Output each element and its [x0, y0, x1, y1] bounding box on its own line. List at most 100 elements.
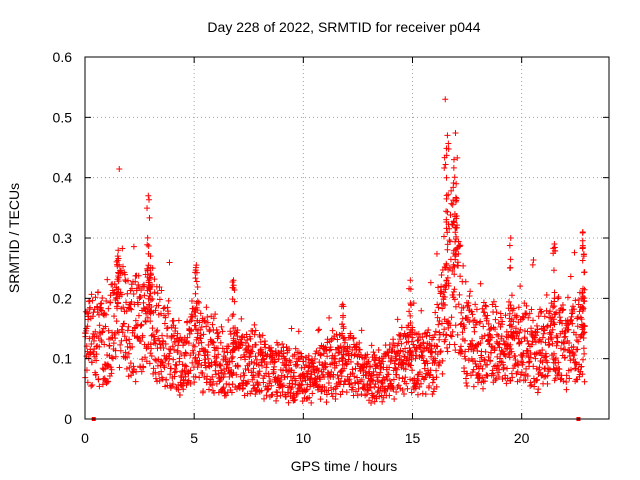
data-point [543, 291, 550, 298]
data-point [448, 187, 455, 194]
data-point [169, 343, 176, 350]
data-point [515, 304, 522, 311]
data-point [567, 357, 574, 364]
data-point [453, 180, 460, 187]
data-point [345, 377, 352, 384]
data-point [556, 314, 563, 321]
data-point [471, 357, 478, 364]
data-point [435, 304, 442, 311]
data-point [317, 376, 324, 383]
gridlines [85, 57, 609, 419]
data-point [332, 390, 339, 397]
data-point [450, 218, 457, 225]
data-point [197, 310, 204, 317]
data-point [507, 328, 514, 335]
data-point [470, 383, 477, 390]
data-point [337, 343, 344, 350]
data-point [487, 358, 494, 365]
data-point [118, 337, 125, 344]
data-point [443, 145, 450, 152]
data-point [338, 373, 345, 380]
data-point [580, 293, 587, 300]
data-point [107, 299, 114, 306]
data-point [278, 372, 285, 379]
data-point [428, 353, 435, 360]
data-point [121, 333, 128, 340]
data-point [95, 376, 102, 383]
data-point [292, 396, 299, 403]
data-point [342, 337, 349, 344]
data-point [333, 362, 340, 369]
data-point [335, 349, 342, 356]
data-point [130, 291, 137, 298]
data-point [209, 321, 216, 328]
data-point [406, 308, 413, 315]
data-point [146, 196, 153, 203]
data-point [164, 324, 171, 331]
data-point [323, 399, 330, 406]
data-point [438, 320, 445, 327]
data-point [390, 385, 397, 392]
data-point [522, 376, 529, 383]
data-point [219, 328, 226, 335]
data-point [252, 353, 259, 360]
data-point [142, 318, 149, 325]
data-point [552, 375, 559, 382]
data-point [182, 362, 189, 369]
data-point [204, 314, 211, 321]
data-point [151, 289, 158, 296]
data-point [385, 352, 392, 359]
data-point [499, 376, 506, 383]
data-point [89, 313, 96, 320]
data-point [376, 387, 383, 394]
data-point [539, 347, 546, 354]
data-point [441, 165, 448, 172]
data-point [450, 263, 457, 270]
data-point [464, 370, 471, 377]
data-point [433, 342, 440, 349]
data-point [451, 174, 458, 181]
data-point [355, 385, 362, 392]
data-point [569, 320, 576, 327]
data-point [349, 370, 356, 377]
data-point [339, 314, 346, 321]
data-point [309, 390, 316, 397]
data-point [217, 339, 224, 346]
data-point [441, 289, 448, 296]
data-point [270, 368, 277, 375]
data-point [88, 383, 95, 390]
data-point [543, 353, 550, 360]
data-point [112, 335, 119, 342]
data-point [340, 381, 347, 388]
data-point [203, 304, 210, 311]
data-point [524, 337, 531, 344]
data-point [118, 326, 125, 333]
data-point [87, 304, 94, 311]
data-point [373, 354, 380, 361]
data-point [516, 329, 523, 336]
data-point [115, 247, 122, 254]
data-point [529, 261, 536, 268]
data-point [477, 340, 484, 347]
data-point [143, 358, 150, 365]
data-point [538, 338, 545, 345]
data-point [147, 290, 154, 297]
data-point [132, 278, 139, 285]
data-point [431, 331, 438, 338]
data-point [149, 296, 156, 303]
data-point [242, 365, 249, 372]
data-point [503, 380, 510, 387]
data-point [230, 311, 237, 318]
data-point [488, 343, 495, 350]
data-point [445, 140, 452, 147]
data-point [550, 319, 557, 326]
data-point [266, 373, 273, 380]
data-point [175, 386, 182, 393]
data-point [434, 343, 441, 350]
data-point [290, 369, 297, 376]
data-point [92, 328, 99, 335]
data-point [451, 286, 458, 293]
data-point [250, 365, 257, 372]
data-point [156, 377, 163, 384]
data-point [416, 384, 423, 391]
